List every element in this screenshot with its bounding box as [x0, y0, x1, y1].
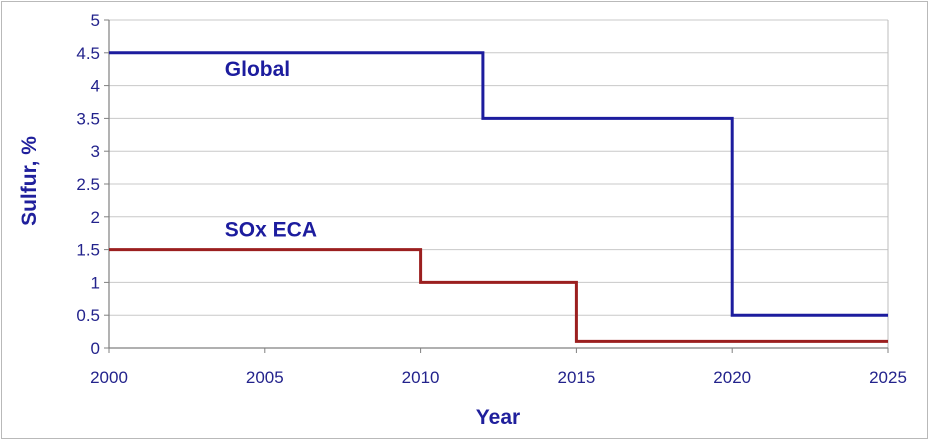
y-tick-label: 1 — [91, 273, 100, 292]
series-lines — [109, 51, 888, 343]
y-tick-label: 0.5 — [76, 306, 100, 325]
y-tick-label: 2 — [91, 208, 100, 227]
y-axis-title: Sulfur, % — [18, 136, 41, 226]
y-axis-ticks: 0 0.5 1 1.5 2 2.5 3 3.5 4 4.5 5 — [76, 11, 109, 358]
series-line-global — [109, 51, 888, 317]
y-tick-label: 2.5 — [76, 175, 100, 194]
x-tick-label: 2010 — [402, 368, 440, 387]
x-axis-ticks: 2000 2005 2010 2015 2020 2025 — [90, 348, 907, 387]
series-labels: Global SOx ECA — [225, 58, 317, 242]
y-tick-label: 3 — [91, 142, 100, 161]
y-tick-label: 3.5 — [76, 109, 100, 128]
y-tick-label: 4 — [91, 77, 100, 96]
x-tick-label: 2025 — [869, 368, 907, 387]
series-line-sox-eca — [109, 248, 888, 343]
y-tick-label: 1.5 — [76, 241, 100, 260]
y-tick-label: 5 — [91, 11, 100, 30]
x-axis-title: Year — [476, 406, 520, 429]
series-label-sox-eca: SOx ECA — [225, 218, 317, 241]
y-tick-label: 0 — [91, 339, 100, 358]
y-tick-label: 4.5 — [76, 44, 100, 63]
series-label-global: Global — [225, 58, 290, 81]
x-tick-label: 2005 — [246, 368, 284, 387]
x-tick-label: 2000 — [90, 368, 128, 387]
x-tick-label: 2020 — [713, 368, 751, 387]
x-tick-label: 2015 — [557, 368, 595, 387]
